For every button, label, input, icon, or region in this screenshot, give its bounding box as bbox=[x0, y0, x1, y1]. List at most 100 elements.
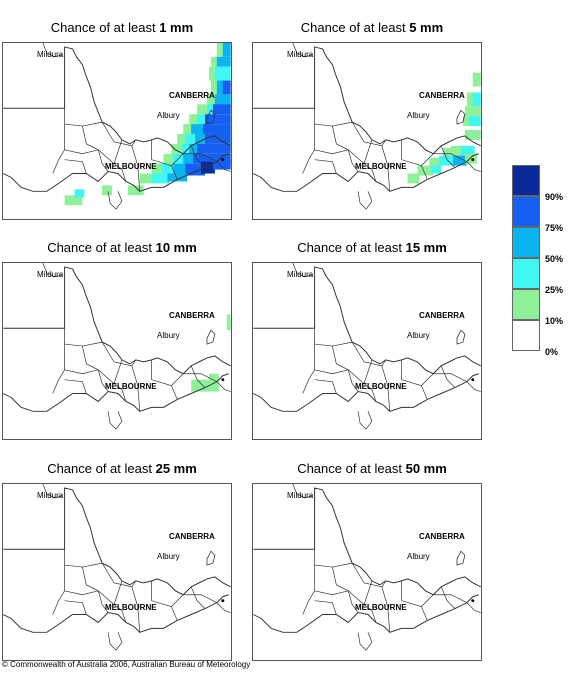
act-border bbox=[206, 550, 216, 566]
probability-cell bbox=[453, 155, 467, 166]
act-border bbox=[206, 109, 216, 125]
district-boundary bbox=[64, 379, 87, 394]
district-boundary bbox=[314, 379, 337, 394]
district-boundary bbox=[64, 590, 99, 596]
probability-cell bbox=[222, 80, 231, 95]
district-boundary bbox=[64, 159, 87, 174]
victoria-map: Mildura CANBERRA Albury MELBOURNE bbox=[252, 262, 482, 440]
district-boundary bbox=[151, 580, 178, 621]
map-panel-50mm: Chance of at least 50 mm Mildura CANBERRA A… bbox=[252, 461, 492, 691]
victoria-map: Mildura CANBERRA Albury MELBOURNE bbox=[252, 483, 482, 661]
place-label-albury: Albury bbox=[407, 552, 430, 561]
probability-cell bbox=[214, 66, 231, 81]
place-label-mildura: Mildura bbox=[287, 491, 314, 500]
victoria-map: Mildura CANBERRA Albury MELBOURNE bbox=[2, 483, 232, 661]
probability-cell bbox=[222, 43, 231, 57]
probability-cell bbox=[210, 56, 219, 67]
district-boundary bbox=[466, 381, 481, 392]
district-boundary bbox=[82, 566, 109, 613]
district-boundary bbox=[347, 359, 373, 385]
district-boundary bbox=[381, 145, 391, 192]
district-boundary bbox=[292, 263, 313, 278]
district-boundary bbox=[314, 341, 353, 347]
title-prefix: Chance of at least bbox=[297, 461, 402, 476]
district-boundary bbox=[42, 43, 63, 58]
district-boundary bbox=[347, 139, 373, 165]
state-border bbox=[3, 46, 231, 155]
map-graphic bbox=[3, 484, 231, 651]
probability-cell bbox=[189, 114, 200, 125]
victoria-map: Mildura CANBERRA Albury MELBOURNE bbox=[252, 42, 482, 220]
district-boundary bbox=[433, 373, 468, 382]
probability-cell bbox=[205, 133, 231, 144]
probability-cell bbox=[127, 185, 144, 196]
district-boundary bbox=[151, 139, 178, 180]
district-boundary bbox=[101, 341, 137, 367]
state-border bbox=[253, 266, 481, 375]
probability-cell bbox=[64, 195, 83, 206]
probability-cell bbox=[214, 94, 231, 107]
district-boundary bbox=[107, 411, 123, 430]
act-border bbox=[456, 109, 466, 125]
legend-label: 90% bbox=[545, 192, 564, 202]
legend-swatch bbox=[512, 165, 540, 196]
district-boundary bbox=[52, 108, 65, 174]
district-boundary bbox=[351, 341, 387, 367]
district-boundary bbox=[64, 121, 103, 127]
district-boundary bbox=[314, 369, 349, 375]
place-label-canberra: CANBERRA bbox=[169, 91, 215, 100]
coastline bbox=[253, 153, 479, 192]
probability-cell bbox=[151, 163, 164, 174]
district-boundary bbox=[151, 359, 178, 400]
title-threshold: 15 mm bbox=[405, 240, 447, 255]
probability-cell bbox=[195, 133, 207, 144]
district-boundary bbox=[314, 600, 337, 615]
probability-cell bbox=[226, 314, 231, 331]
district-boundary bbox=[113, 383, 127, 402]
probability-cell bbox=[443, 147, 454, 158]
place-label-melbourne: MELBOURNE bbox=[355, 162, 407, 171]
map-panel-1mm: Chance of at least 1 mm Mildura CANBERRA Al… bbox=[2, 20, 242, 250]
probability-cell bbox=[464, 153, 477, 164]
place-label-canberra: CANBERRA bbox=[419, 91, 465, 100]
station-dot bbox=[221, 599, 225, 603]
district-boundary bbox=[64, 149, 99, 155]
district-boundary bbox=[421, 594, 434, 607]
title-threshold: 10 mm bbox=[155, 240, 197, 255]
probability-cell bbox=[197, 114, 207, 125]
place-label-albury: Albury bbox=[157, 331, 180, 340]
probability-cell bbox=[102, 185, 113, 196]
district-boundary bbox=[131, 365, 141, 412]
place-label-melbourne: MELBOURNE bbox=[355, 603, 407, 612]
probability-cell bbox=[171, 143, 182, 154]
coastline bbox=[3, 153, 229, 192]
probability-cell bbox=[183, 124, 194, 134]
title-prefix: Chance of at least bbox=[300, 20, 406, 35]
district-boundary bbox=[433, 153, 468, 162]
district-boundary bbox=[131, 586, 141, 633]
probability-cell bbox=[212, 104, 231, 115]
probability-cell bbox=[208, 373, 219, 382]
district-boundary bbox=[97, 359, 123, 385]
district-boundary bbox=[440, 586, 456, 609]
station-dot bbox=[221, 378, 225, 382]
place-label-melbourne: MELBOURNE bbox=[105, 603, 157, 612]
probability-cell bbox=[201, 161, 215, 174]
probability-legend: 90% 75% 50% 25% 10% 0% bbox=[512, 165, 570, 365]
district-boundary bbox=[64, 341, 103, 347]
map-graphic bbox=[253, 484, 481, 651]
probability-cell bbox=[208, 66, 217, 81]
place-label-melbourne: MELBOURNE bbox=[105, 382, 157, 391]
map-graphic bbox=[3, 263, 231, 430]
district-boundary bbox=[357, 632, 373, 651]
probability-cell bbox=[173, 163, 188, 174]
probability-cell bbox=[216, 56, 231, 67]
probability-cell bbox=[197, 143, 231, 154]
district-boundary bbox=[347, 580, 373, 606]
district-boundary bbox=[302, 549, 315, 615]
probability-cell bbox=[189, 143, 200, 154]
probability-cell bbox=[429, 157, 442, 168]
probability-cell bbox=[460, 145, 475, 156]
district-boundary bbox=[52, 328, 65, 394]
district-boundary bbox=[292, 484, 313, 499]
